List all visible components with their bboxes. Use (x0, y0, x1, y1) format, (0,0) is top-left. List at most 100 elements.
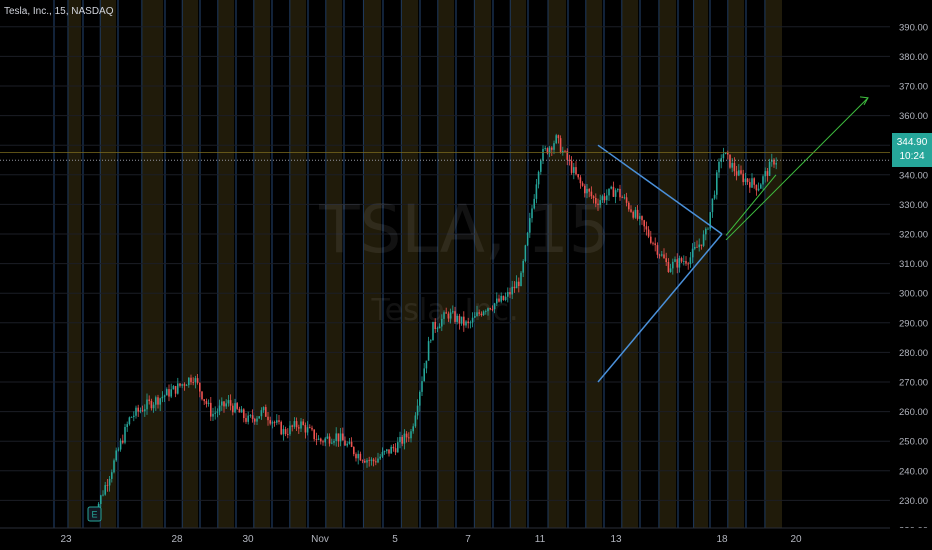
candle-body (324, 438, 326, 443)
candle-body (460, 316, 463, 324)
candle-body (388, 449, 390, 454)
candle-body (533, 198, 535, 209)
candle-body (581, 183, 584, 186)
candle-body (597, 203, 599, 206)
candle-body (619, 188, 621, 198)
candle-body (480, 313, 483, 316)
candle-body (478, 312, 480, 314)
candle-body (579, 177, 582, 184)
candle-body (482, 311, 485, 316)
candle-body (757, 188, 760, 191)
candle-body (766, 171, 769, 176)
candle-body (458, 315, 461, 324)
time-axis[interactable] (0, 528, 932, 550)
projection-line[interactable] (725, 97, 869, 241)
candle-body (256, 418, 258, 422)
candle-body (174, 386, 177, 394)
candle-body (295, 421, 298, 428)
candle-body (359, 453, 362, 461)
candle-body (276, 420, 278, 423)
time-tick-label: 11 (535, 534, 546, 545)
candle-body (546, 148, 549, 154)
candle-body (641, 216, 643, 221)
candle-body (577, 174, 579, 178)
candle-body (372, 459, 375, 462)
support-trendline[interactable] (725, 174, 777, 236)
candle-body (467, 321, 469, 324)
candle-body (267, 416, 269, 421)
price-tick-label: 270.00 (899, 378, 928, 389)
watermark-ticker: TSLA, 15 (318, 191, 611, 268)
symbol-title[interactable]: Tesla, Inc., 15, NASDAQ (4, 6, 114, 17)
candle-body (254, 418, 256, 422)
candle-body (744, 178, 747, 183)
candle-body (727, 152, 729, 155)
candle-body (630, 209, 632, 212)
candle-body (474, 316, 476, 318)
candle-body (133, 415, 135, 417)
candle-body (610, 186, 612, 189)
candle-body (436, 328, 439, 330)
triangle-lower-line[interactable] (597, 233, 723, 383)
candle-body (183, 384, 186, 386)
candle-body (713, 194, 716, 199)
candle-body (775, 163, 777, 165)
price-tick-label: 280.00 (899, 348, 928, 359)
candle-body (443, 312, 445, 319)
candle-body (306, 427, 309, 433)
watermark-company: Tesla, Inc. (371, 293, 519, 328)
candle-body (452, 311, 454, 313)
candle-body (260, 410, 263, 417)
price-tick-label: 380.00 (899, 52, 928, 63)
candle-body (535, 184, 538, 199)
candle-body (339, 433, 342, 442)
candle-body (331, 442, 333, 444)
price-axis[interactable] (890, 0, 932, 530)
candle-body (229, 400, 232, 406)
candle-body (711, 198, 714, 213)
candle-body (163, 395, 166, 397)
price-tick-label: 290.00 (899, 318, 928, 329)
candle-body (685, 261, 687, 264)
candle-body (111, 472, 113, 479)
candle-body (152, 404, 155, 409)
candle-body (496, 298, 498, 304)
candle-body (696, 246, 698, 248)
candle-body (762, 176, 764, 185)
candle-body (102, 494, 104, 496)
candle-body (410, 431, 412, 439)
candle-body (293, 421, 296, 427)
candle-body (634, 209, 637, 218)
candle-body (702, 234, 705, 246)
candle-body (559, 138, 562, 153)
candle-body (520, 272, 522, 287)
candle-body (760, 184, 762, 189)
candle-body (177, 383, 179, 394)
candle-body (212, 413, 214, 417)
candle-body (225, 403, 227, 407)
candle-body (405, 433, 408, 438)
candle-body (236, 403, 238, 409)
candle-body (218, 405, 221, 412)
candle-body (599, 200, 601, 206)
candle-body (311, 427, 313, 430)
candle-body (304, 424, 307, 433)
candle-body (289, 425, 291, 435)
time-tick-label: 23 (60, 534, 72, 545)
candle-body (438, 326, 441, 329)
candle-body (432, 321, 434, 341)
candle-body (298, 427, 300, 429)
candle-body (548, 147, 551, 154)
candle-body (485, 311, 487, 312)
candle-body (243, 409, 245, 419)
earnings-marker[interactable]: E (87, 506, 102, 522)
candle-body (720, 158, 722, 162)
candle-body (643, 220, 645, 227)
price-tick-label: 390.00 (899, 22, 928, 33)
candle-body (247, 415, 249, 422)
candle-body (509, 292, 511, 295)
candle-body (735, 171, 738, 176)
candle-body (353, 446, 355, 455)
